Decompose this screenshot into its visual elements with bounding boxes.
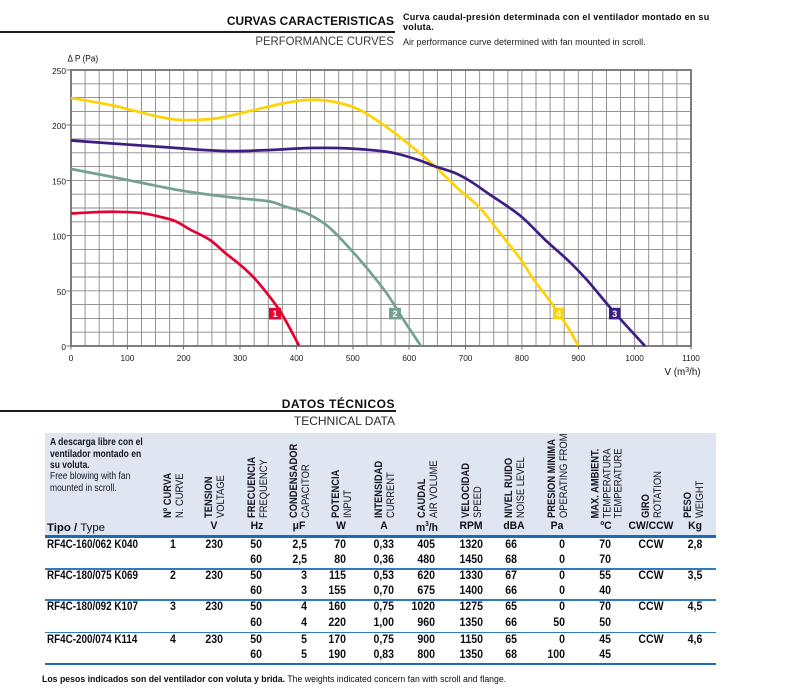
svg-text:V (m3/h): V (m3/h) [665,367,701,378]
svg-text:50: 50 [57,287,67,297]
svg-text:200: 200 [177,353,191,363]
svg-text:0: 0 [61,342,66,352]
svg-text:100: 100 [120,353,134,363]
svg-text:4: 4 [556,309,562,319]
svg-text:250: 250 [52,66,66,76]
svg-text:800: 800 [515,353,529,363]
svg-text:3: 3 [612,309,617,319]
svg-text:700: 700 [459,353,473,363]
svg-text:Δ P (Pa): Δ P (Pa) [68,53,99,64]
svg-text:1100: 1100 [682,353,700,363]
svg-text:100: 100 [52,232,66,242]
svg-text:900: 900 [571,353,585,363]
svg-text:200: 200 [52,121,66,131]
svg-text:600: 600 [402,353,416,363]
svg-text:0: 0 [69,353,74,363]
svg-text:1000: 1000 [625,353,644,363]
svg-text:300: 300 [233,353,247,363]
svg-text:150: 150 [52,176,66,186]
svg-text:1: 1 [272,309,277,319]
svg-text:2: 2 [392,309,397,319]
svg-text:500: 500 [346,353,360,363]
svg-text:400: 400 [290,353,304,363]
